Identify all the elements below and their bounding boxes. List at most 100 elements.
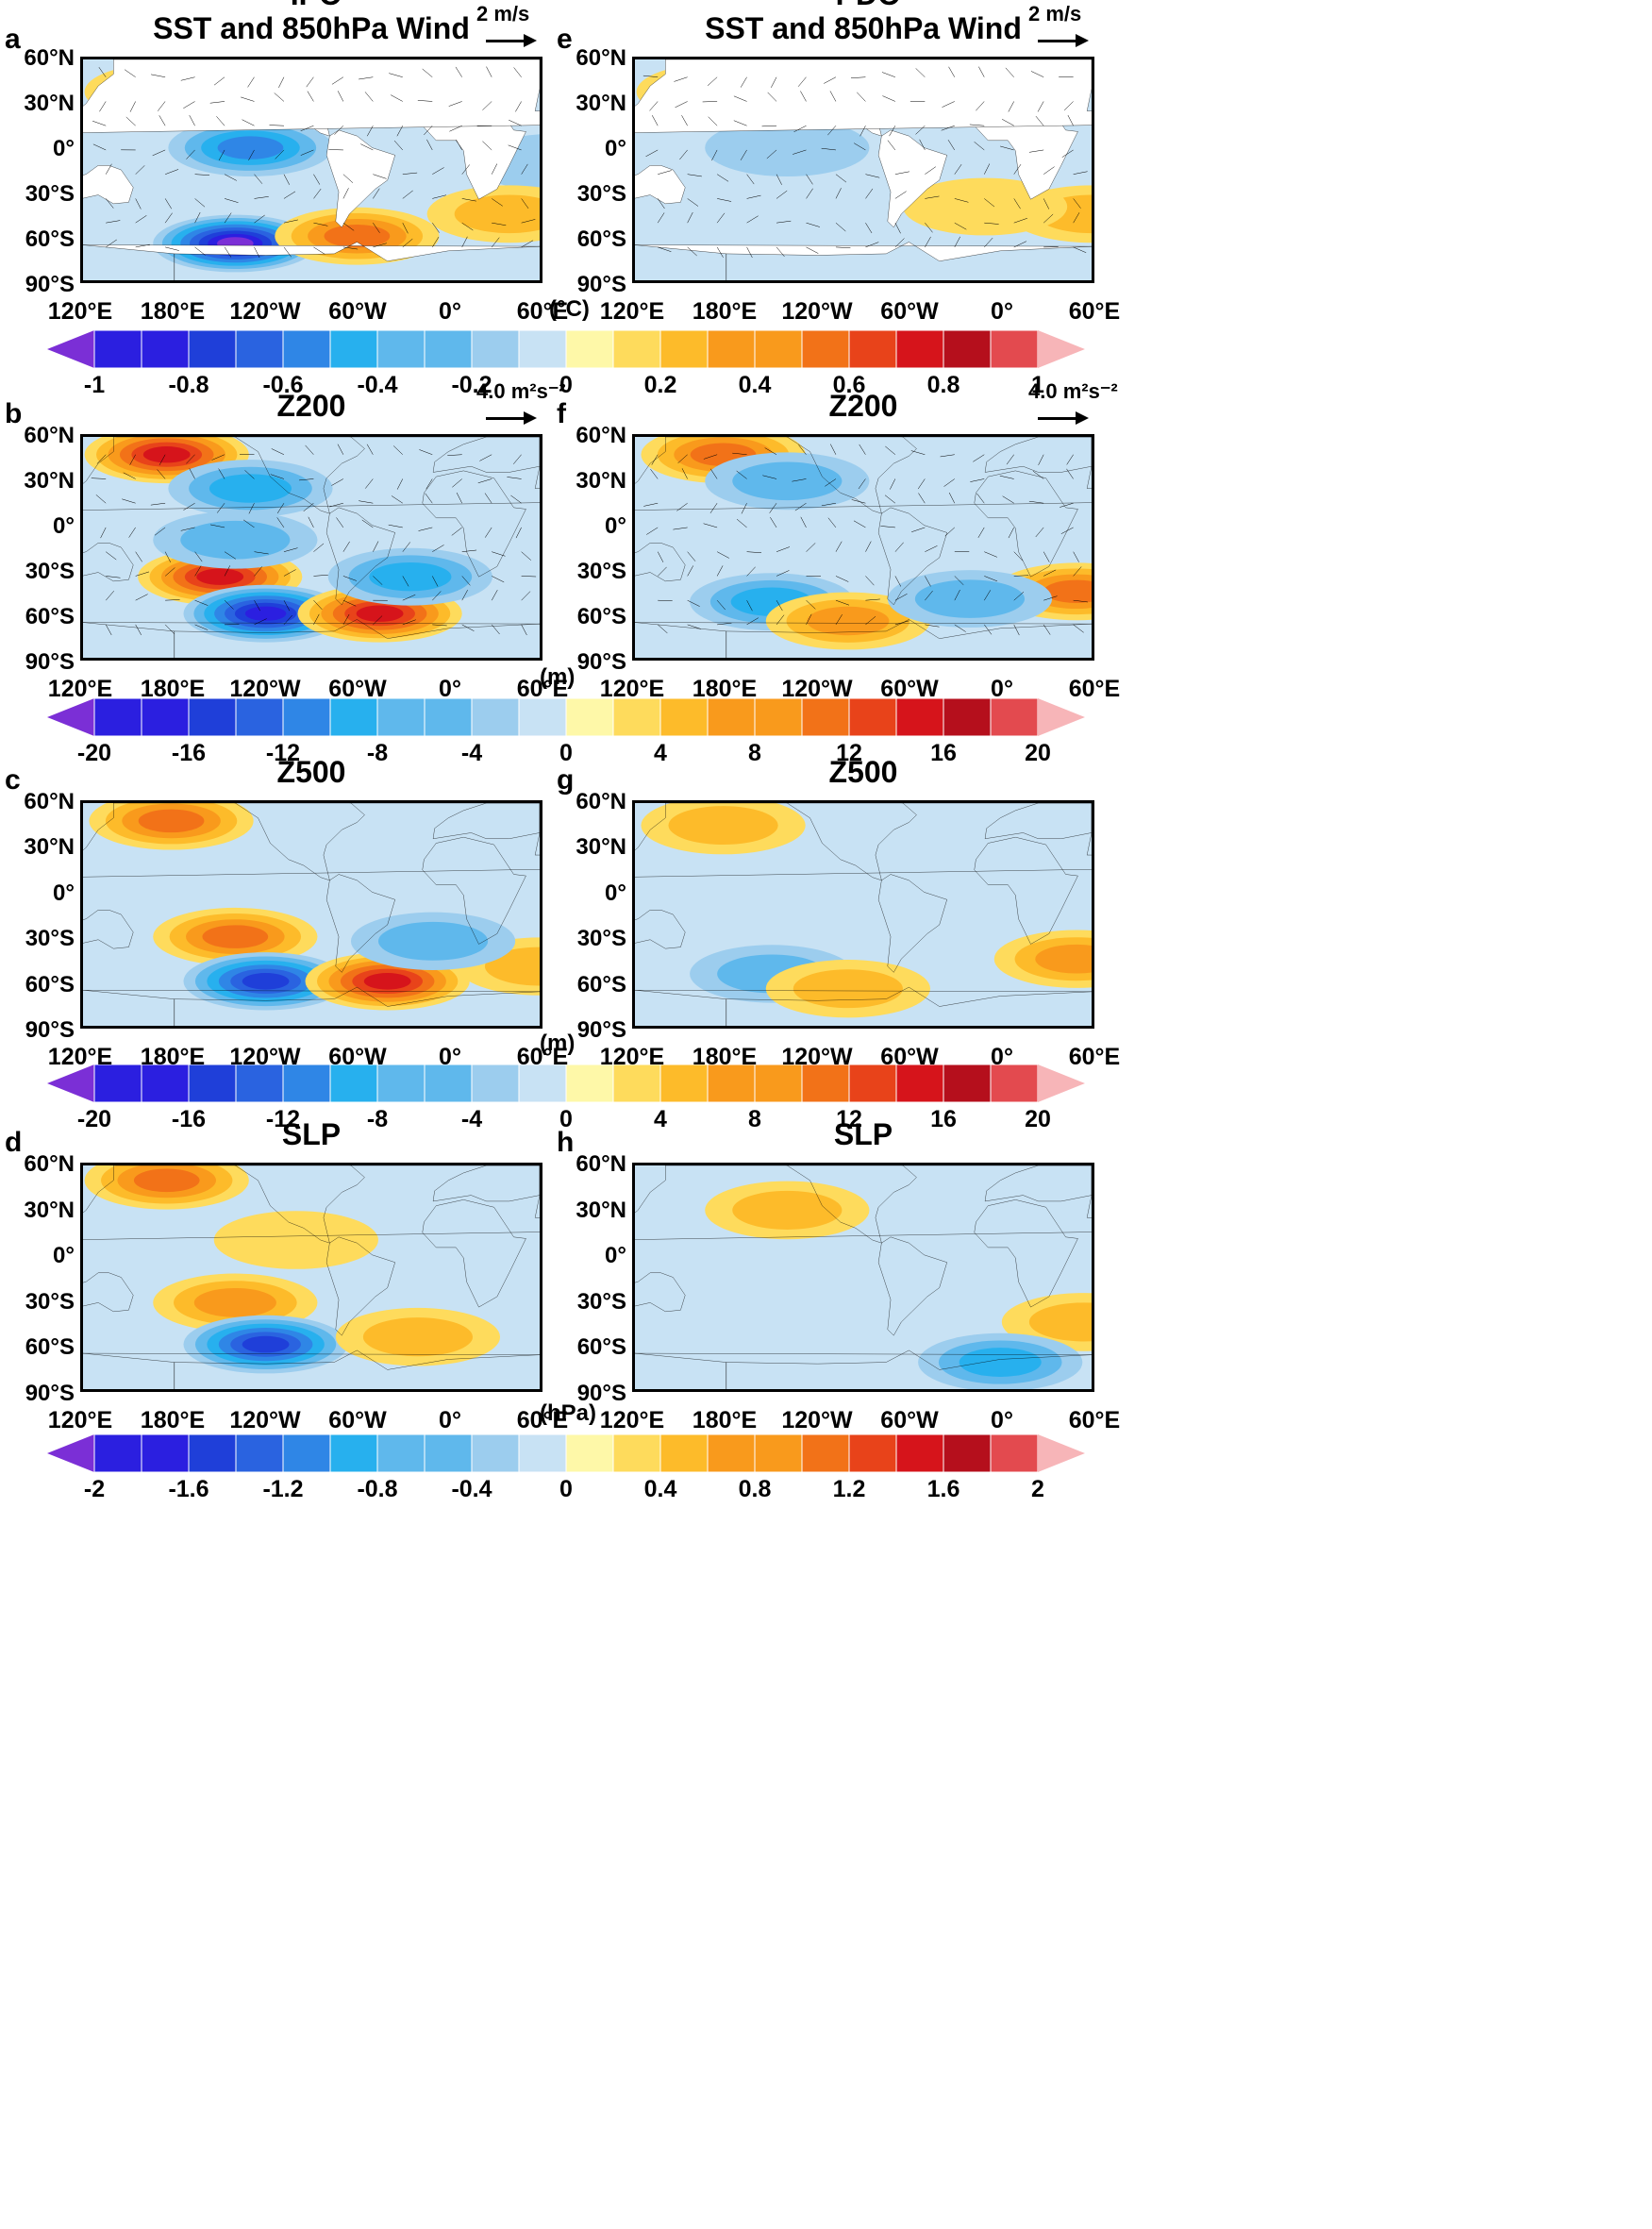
vector-arrow — [373, 243, 387, 247]
longitude-tick-label: 60°E — [1068, 298, 1121, 325]
vector-arrow — [770, 517, 776, 528]
coastline — [635, 1273, 685, 1312]
colorbar-segment — [282, 330, 331, 368]
colorbar-tick-label: -8 — [366, 1106, 389, 1132]
vector-arrow — [99, 67, 106, 77]
latitude-tick-label: 30°S — [576, 181, 626, 207]
map-panel-b — [80, 434, 542, 661]
vector-arrow — [741, 77, 746, 88]
vector-arrow — [1039, 455, 1044, 465]
vector-arrow — [284, 247, 292, 257]
anomaly-contour-n-pacific-high — [138, 809, 205, 833]
colorbar-segment — [518, 1434, 567, 1472]
coastline — [635, 1165, 1092, 1243]
coastline — [878, 1237, 947, 1335]
vector-arrow — [338, 444, 343, 455]
vector-arrow — [851, 77, 865, 78]
vector-arrow — [925, 545, 937, 551]
vector-arrow — [1029, 150, 1043, 152]
vector-arrow — [255, 552, 269, 554]
longitude-tick-label: 120°E — [47, 676, 113, 702]
colorbar-segment — [471, 330, 520, 368]
panel-title: -IPO — [80, 0, 542, 11]
vector-arrow — [106, 221, 120, 224]
colorbar-tick-label: 16 — [930, 740, 957, 766]
vector-arrow — [941, 455, 955, 457]
vector-arrow — [1014, 592, 1024, 600]
vector-arrow — [737, 471, 747, 479]
vector-arrow — [711, 150, 717, 160]
vector-arrow — [1002, 119, 1014, 126]
vector-arrow — [1038, 101, 1043, 111]
colorbar-segment — [754, 1434, 803, 1472]
colorbar-tick-label: -1.2 — [262, 1476, 304, 1502]
vector-arrow — [682, 468, 688, 478]
vector-arrow — [492, 164, 497, 175]
vector-arrow — [403, 595, 415, 600]
colorbar-tick-label: 12 — [836, 740, 862, 766]
vector-arrow — [225, 213, 231, 224]
vector-arrow — [225, 552, 236, 560]
colorbar-segment — [565, 330, 614, 368]
vector-arrow — [807, 614, 812, 625]
vector-arrow — [860, 126, 866, 136]
vector-arrow — [130, 101, 136, 111]
colorbar-tick-label: 0.4 — [643, 1476, 677, 1502]
vector-arrow — [426, 478, 433, 489]
coastline — [83, 59, 540, 136]
colorbar-max-triangle — [1038, 1064, 1085, 1102]
vector-arrow — [688, 552, 695, 561]
map-panel-f — [632, 434, 1094, 661]
vector-arrow — [195, 552, 203, 561]
vector-arrow — [767, 150, 776, 159]
latitude-tick-label: 90°S — [25, 1381, 75, 1406]
vector-arrow — [1074, 172, 1088, 175]
coastline — [433, 1165, 540, 1201]
longitude-tick-label: 0° — [439, 676, 461, 702]
vector-arrow — [658, 600, 672, 601]
panel-title: Z500 — [276, 755, 346, 789]
vector-arrow — [747, 216, 759, 223]
coastline — [433, 437, 540, 472]
vector-arrow — [925, 223, 932, 232]
colorbar-segment — [329, 330, 378, 368]
vector-arrow — [449, 126, 461, 131]
longitude-tick-label: 120°W — [229, 1407, 301, 1433]
coastline — [83, 910, 133, 948]
colorbar-segment — [329, 698, 378, 736]
vector-arrow — [943, 101, 955, 107]
vector-arrow — [338, 91, 343, 101]
vector-arrow — [916, 68, 926, 76]
map-field — [635, 437, 1092, 658]
coastline — [635, 619, 1092, 658]
vector-arrow — [1009, 101, 1014, 111]
latitude-tick-label: 30°S — [576, 1288, 626, 1315]
vector-arrow — [854, 143, 865, 150]
latitude-tick-label: 60°N — [24, 45, 75, 71]
vector-arrow — [284, 548, 298, 552]
latitude-tick-label: 30°S — [576, 559, 626, 584]
vector-arrow — [955, 237, 960, 247]
vector-arrow — [807, 189, 813, 199]
reference-vector-arrow — [1038, 34, 1089, 47]
vector-arrow — [807, 223, 820, 226]
vector-arrow — [181, 77, 195, 81]
vector-arrow — [717, 213, 725, 223]
vector-arrow — [925, 625, 939, 627]
vector-arrow — [397, 126, 403, 136]
vector-arrow — [865, 616, 876, 625]
vector-arrow — [255, 175, 262, 184]
vector-arrow — [918, 478, 925, 489]
vector-arrow — [432, 223, 439, 232]
vector-arrow — [865, 599, 879, 600]
vector-arrow — [747, 552, 761, 553]
coastline — [433, 803, 540, 839]
vector-arrow — [510, 495, 521, 503]
longitude-tick-label: 0° — [991, 1407, 1013, 1433]
vector-arrow — [709, 117, 717, 126]
panel-title: Z200 — [828, 389, 898, 423]
vector-arrow — [343, 223, 354, 230]
colorbar-segment — [895, 1064, 944, 1102]
vector-arrow — [304, 503, 314, 511]
vector-arrow — [426, 494, 433, 503]
